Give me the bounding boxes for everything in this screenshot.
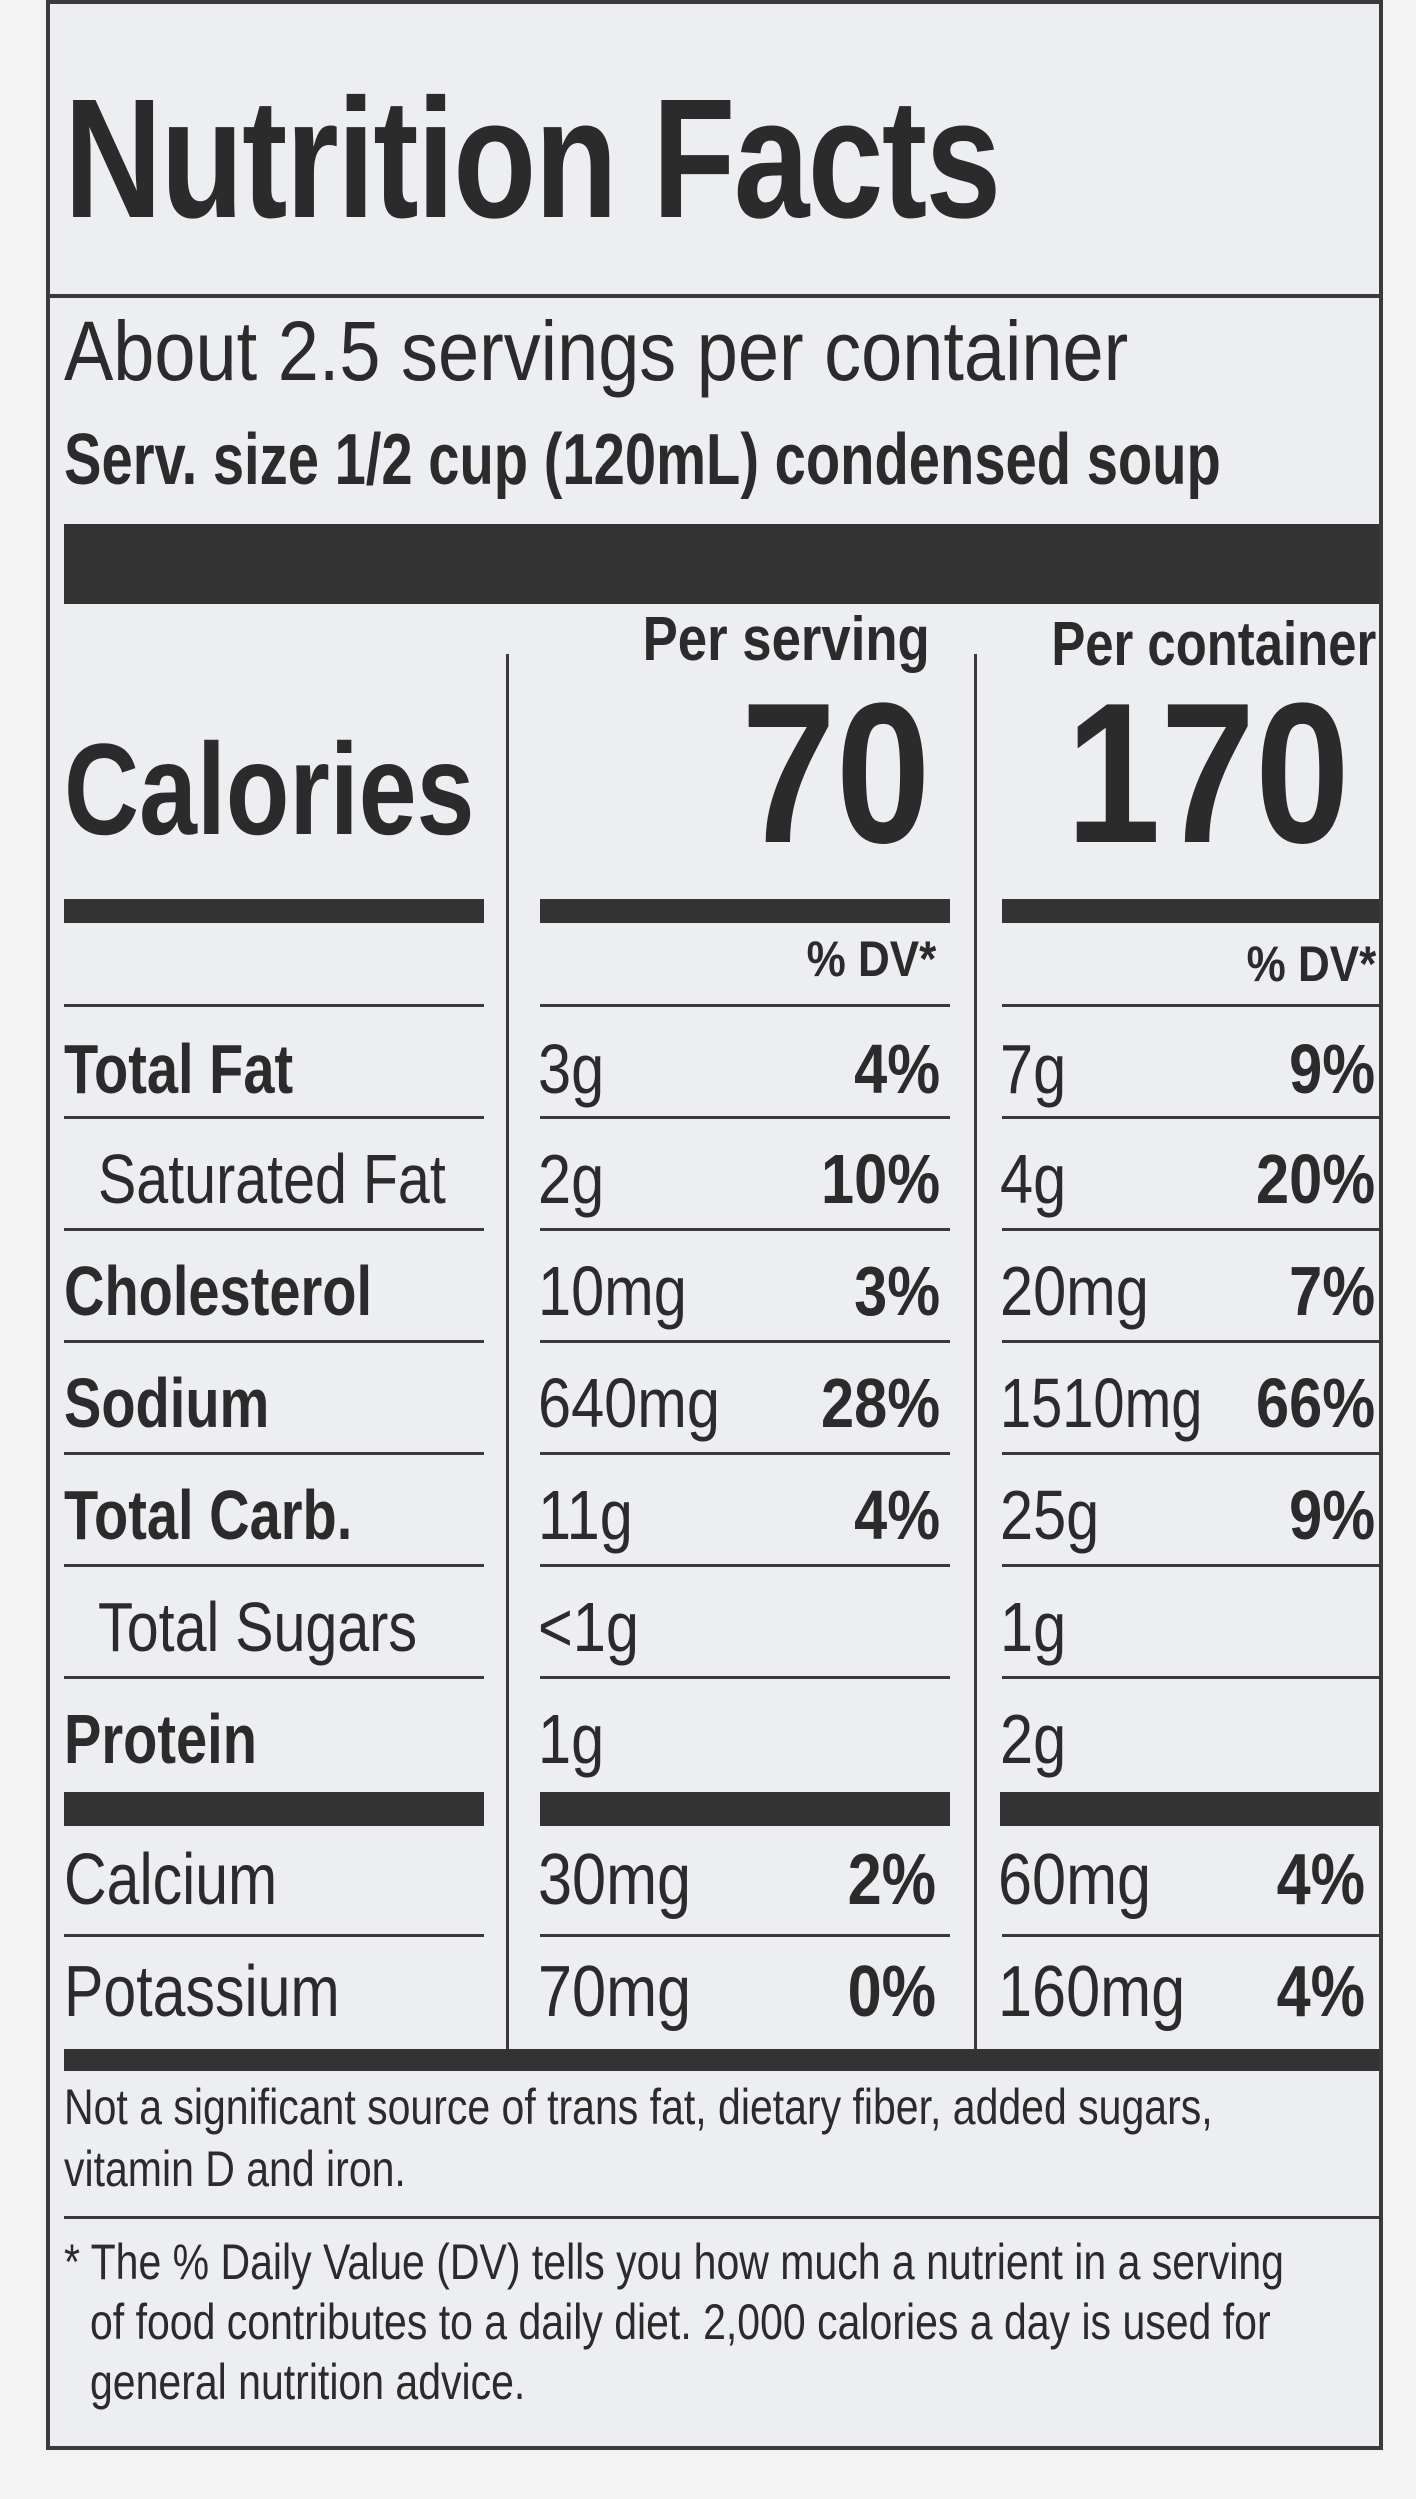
column-divider-right bbox=[974, 654, 977, 2054]
mineral-serving-dv: 0% bbox=[847, 1952, 936, 2032]
minerals-bar-label bbox=[64, 1792, 484, 1826]
row-line bbox=[64, 1564, 484, 1567]
footnote-not-significant-cont: vitamin D and iron. bbox=[64, 2141, 406, 2197]
dv-header-container: % DV* bbox=[1246, 936, 1376, 992]
nutrient-container-amount: 7g bbox=[1000, 1030, 1067, 1108]
nutrient-name-saturated-fat: Saturated Fat bbox=[98, 1140, 446, 1218]
row-line bbox=[64, 1340, 484, 1343]
row-line bbox=[540, 1004, 950, 1007]
mineral-serving-amount: 70mg bbox=[538, 1952, 692, 2032]
label-title: Nutrition Facts bbox=[64, 64, 1001, 254]
serving-size: Serv. size 1/2 cup (120mL) condensed sou… bbox=[64, 420, 1221, 500]
nutrient-serving-dv: 3% bbox=[854, 1252, 940, 1330]
nutrient-container-amount: 1g bbox=[1000, 1588, 1067, 1666]
row-line bbox=[540, 1340, 950, 1343]
nutrient-container-dv: 7% bbox=[1289, 1252, 1375, 1330]
nutrient-serving-amount: 11g bbox=[538, 1476, 633, 1554]
mineral-serving-amount: 30mg bbox=[538, 1840, 692, 1920]
nutrient-name-cholesterol: Cholesterol bbox=[64, 1252, 373, 1330]
calories-bar-container bbox=[1002, 899, 1379, 923]
footnote-daily-value: * The % Daily Value (DV) tells you how m… bbox=[64, 2234, 1284, 2290]
footnote-daily-value-cont2: general nutrition advice. bbox=[90, 2354, 526, 2410]
minerals-bar-container bbox=[1000, 1792, 1379, 1826]
calories-per-serving: 70 bbox=[740, 662, 930, 885]
footnote-not-significant: Not a significant source of trans fat, d… bbox=[64, 2079, 1213, 2135]
dv-header-serving: % DV* bbox=[806, 931, 936, 987]
servings-per-container: About 2.5 servings per container bbox=[64, 304, 1129, 398]
nutrient-serving-dv: 28% bbox=[820, 1364, 940, 1442]
row-line bbox=[64, 1934, 484, 1937]
nutrient-name-protein: Protein bbox=[64, 1700, 257, 1778]
row-line bbox=[540, 1564, 950, 1567]
nutrient-serving-dv: 10% bbox=[820, 1140, 940, 1218]
thick-divider bbox=[64, 524, 1379, 604]
row-line bbox=[1002, 1004, 1379, 1007]
row-line bbox=[1002, 1228, 1379, 1231]
mineral-container-dv: 4% bbox=[1276, 1952, 1365, 2032]
mineral-name-potassium: Potassium bbox=[64, 1952, 340, 2032]
nutrient-container-amount: 25g bbox=[1000, 1476, 1100, 1554]
nutrient-container-dv: 20% bbox=[1255, 1140, 1375, 1218]
row-line bbox=[1002, 1116, 1379, 1119]
calories-bar-serving bbox=[540, 899, 950, 923]
calories-bar-label bbox=[64, 899, 484, 923]
row-line bbox=[540, 1228, 950, 1231]
nutrient-container-amount: 2g bbox=[1000, 1700, 1067, 1778]
nutrient-serving-amount: 3g bbox=[538, 1030, 605, 1108]
footer-thick-divider bbox=[64, 2049, 1379, 2071]
nutrient-container-dv: 9% bbox=[1289, 1030, 1375, 1108]
nutrient-container-amount: 1510mg bbox=[1000, 1364, 1203, 1442]
row-line bbox=[540, 1676, 950, 1679]
footnote-daily-value-cont1: of food contributes to a daily diet. 2,0… bbox=[90, 2294, 1271, 2350]
footnote-divider bbox=[64, 2216, 1379, 2219]
nutrient-serving-dv: 4% bbox=[854, 1030, 940, 1108]
row-line bbox=[64, 1452, 484, 1455]
calories-label: Calories bbox=[64, 716, 475, 862]
row-line bbox=[64, 1116, 484, 1119]
row-line bbox=[540, 1452, 950, 1455]
nutrient-serving-amount: <1g bbox=[538, 1588, 639, 1666]
row-line bbox=[1002, 1934, 1379, 1937]
row-line bbox=[1002, 1564, 1379, 1567]
title-divider bbox=[50, 294, 1379, 298]
nutrient-name-total-fat: Total Fat bbox=[64, 1030, 294, 1108]
mineral-name-calcium: Calcium bbox=[64, 1840, 278, 1920]
nutrient-container-dv: 9% bbox=[1289, 1476, 1375, 1554]
nutrition-facts-label: Nutrition Facts About 2.5 servings per c… bbox=[46, 0, 1383, 2450]
per-container-header: Per container bbox=[1051, 610, 1377, 679]
nutrient-name-total-sugars: Total Sugars bbox=[98, 1588, 418, 1666]
nutrient-container-dv: 66% bbox=[1255, 1364, 1375, 1442]
row-line bbox=[1002, 1452, 1379, 1455]
nutrient-container-amount: 4g bbox=[1000, 1140, 1067, 1218]
mineral-container-dv: 4% bbox=[1276, 1840, 1365, 1920]
minerals-bar-serving bbox=[540, 1792, 950, 1826]
mineral-serving-dv: 2% bbox=[847, 1840, 936, 1920]
row-line bbox=[540, 1934, 950, 1937]
nutrient-serving-dv: 4% bbox=[854, 1476, 940, 1554]
row-line bbox=[540, 1116, 950, 1119]
nutrient-name-total-carb: Total Carb. bbox=[64, 1476, 353, 1554]
row-line bbox=[64, 1676, 484, 1679]
nutrient-serving-amount: 10mg bbox=[538, 1252, 687, 1330]
mineral-container-amount: 160mg bbox=[998, 1952, 1186, 2032]
row-line bbox=[64, 1004, 484, 1007]
nutrient-serving-amount: 2g bbox=[538, 1140, 605, 1218]
nutrient-serving-amount: 1g bbox=[538, 1700, 605, 1778]
column-divider-left bbox=[506, 654, 509, 2054]
per-serving-header: Per serving bbox=[642, 605, 930, 674]
row-line bbox=[64, 1228, 484, 1231]
nutrient-container-amount: 20mg bbox=[1000, 1252, 1149, 1330]
row-line bbox=[1002, 1676, 1379, 1679]
nutrient-name-sodium: Sodium bbox=[64, 1364, 270, 1442]
calories-per-container: 170 bbox=[1066, 662, 1350, 885]
nutrient-serving-amount: 640mg bbox=[538, 1364, 720, 1442]
mineral-container-amount: 60mg bbox=[998, 1840, 1152, 1920]
row-line bbox=[1002, 1340, 1379, 1343]
